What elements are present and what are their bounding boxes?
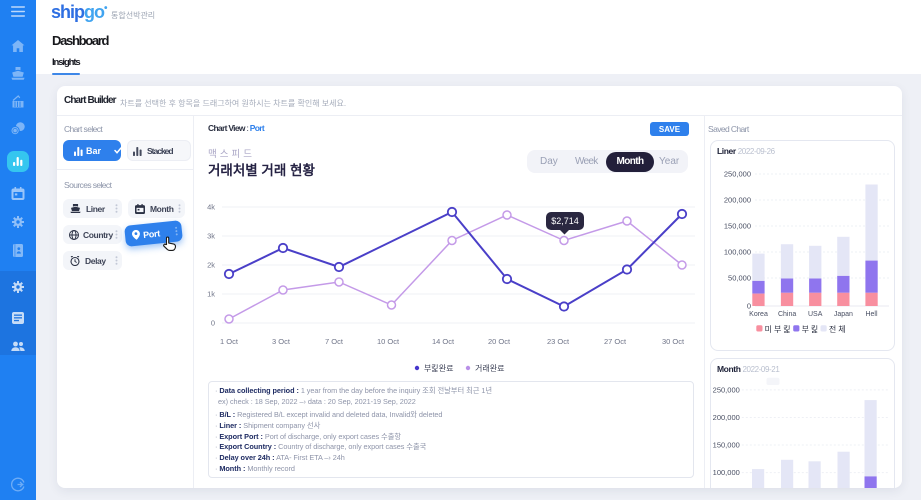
svg-text:200,000: 200,000 [724, 196, 751, 205]
svg-text:부킱: 부킱 [802, 325, 821, 334]
svg-text:30 Oct: 30 Oct [662, 337, 685, 346]
svg-text:150,000: 150,000 [713, 441, 740, 450]
svg-text:Japan: Japan [834, 311, 853, 318]
svg-text:Hell: Hell [865, 311, 878, 318]
svg-text:100,000: 100,000 [724, 248, 751, 257]
svg-text:3 Oct: 3 Oct [272, 337, 291, 346]
svg-text:전체: 전체 [829, 324, 848, 334]
svg-text:0: 0 [211, 319, 215, 328]
svg-text:27 Oct: 27 Oct [604, 337, 627, 346]
svg-text:50,000: 50,000 [728, 274, 751, 283]
svg-text:0: 0 [747, 302, 751, 311]
svg-text:1k: 1k [207, 290, 215, 299]
svg-text:USA: USA [808, 311, 823, 318]
svg-text:23 Oct: 23 Oct [547, 337, 570, 346]
svg-text:$2,714: $2,714 [551, 216, 579, 226]
svg-text:20 Oct: 20 Oct [488, 337, 511, 346]
svg-text:4k: 4k [207, 203, 215, 212]
svg-text:거래완료: 거래완료 [475, 364, 504, 373]
svg-text:미부킱: 미부킱 [765, 325, 793, 334]
svg-text:7 Oct: 7 Oct [325, 337, 344, 346]
svg-text:14 Oct: 14 Oct [432, 337, 455, 346]
svg-text:250,000: 250,000 [713, 385, 740, 394]
svg-text:150,000: 150,000 [724, 222, 751, 231]
svg-text:100,000: 100,000 [713, 468, 740, 477]
svg-text:Korea: Korea [749, 311, 768, 318]
svg-text:250,000: 250,000 [724, 170, 751, 179]
svg-text:China: China [778, 311, 796, 318]
svg-text:10 Oct: 10 Oct [377, 337, 400, 346]
svg-text:부킱완료: 부킱완료 [424, 364, 453, 373]
svg-text:2k: 2k [207, 261, 215, 270]
svg-text:1 Oct: 1 Oct [220, 337, 239, 346]
svg-text:200,000: 200,000 [713, 413, 740, 422]
svg-text:3k: 3k [207, 232, 215, 241]
